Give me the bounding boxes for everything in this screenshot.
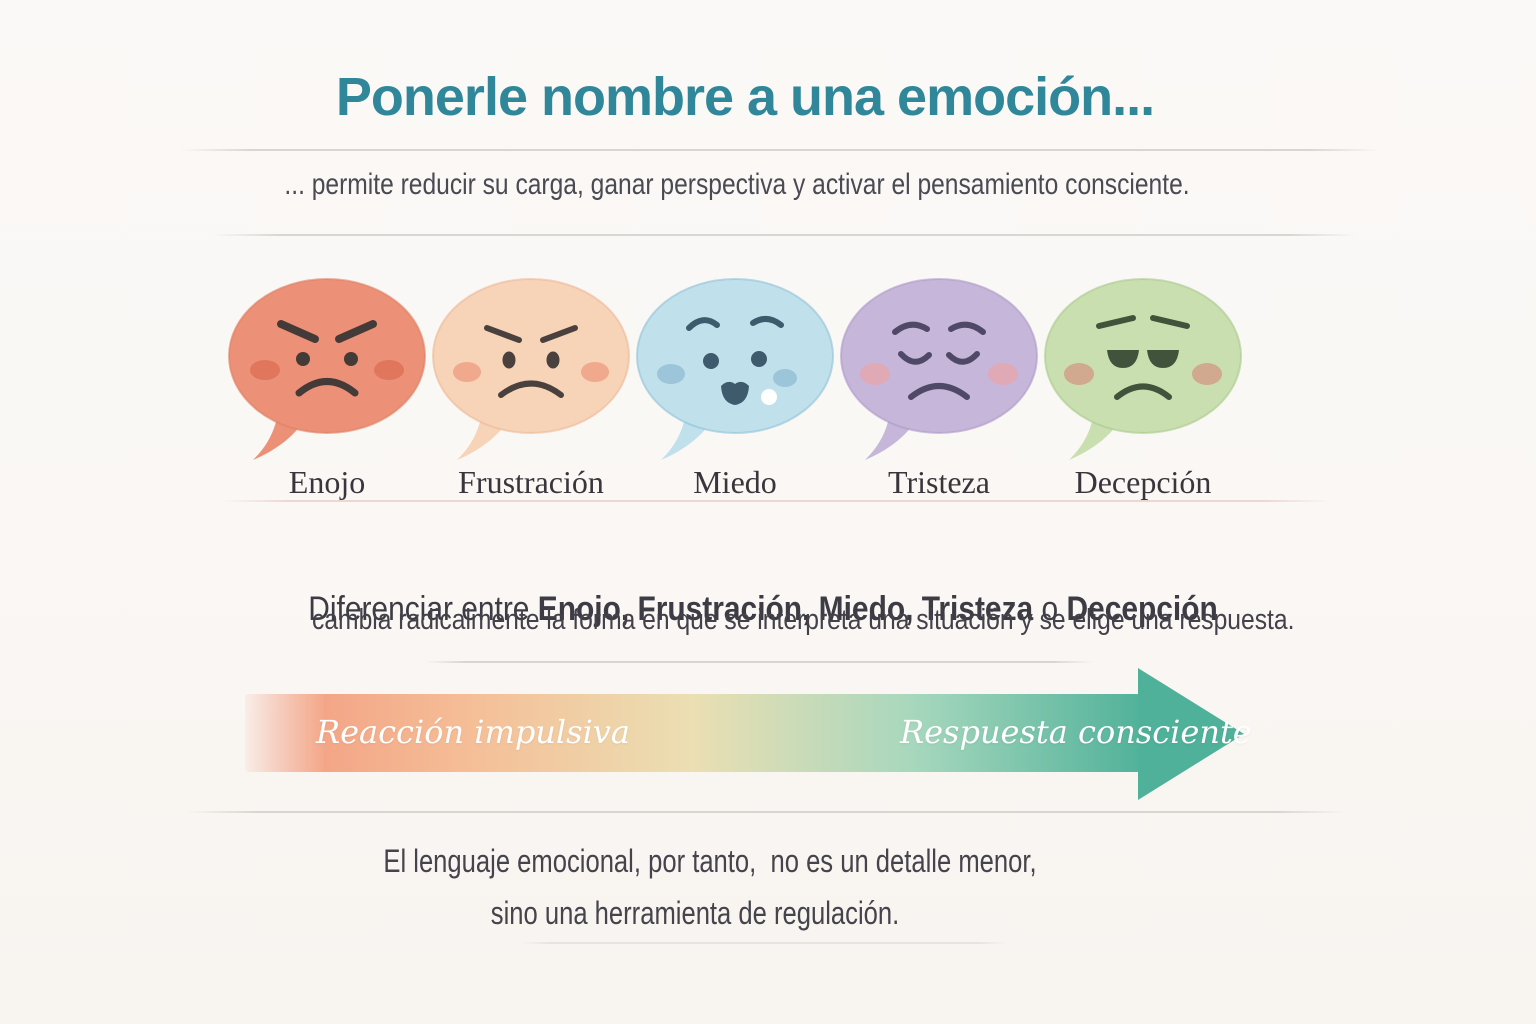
emotion-bubbles-row: Enojo Frustración [225, 276, 1245, 501]
emotion-label-decepcion: Decepción [1074, 464, 1212, 500]
scared-speech-bubble-icon [636, 278, 834, 460]
emotion-label-miedo: Miedo [693, 464, 777, 500]
emotion-label-tristeza: Tristeza [888, 464, 990, 500]
emotion-column-tristeza: Tristeza [837, 276, 1041, 501]
footer-line2: sino una herramienta de regulación. [490, 895, 900, 931]
emotion-column-miedo: Miedo [633, 276, 837, 501]
divider-under-subtitle [212, 234, 1357, 236]
page-title: Ponerle nombre a una emoción... [335, 67, 1155, 127]
frustrated-speech-bubble-icon [432, 278, 630, 460]
divider-under-bubbles [222, 500, 1330, 502]
statement-connector: o [1033, 590, 1067, 628]
emotion-column-enojo: Enojo [225, 276, 429, 501]
emotion-label-frustracion: Frustración [458, 464, 604, 500]
emotion-label-enojo: Enojo [288, 464, 366, 500]
divider-under-arrow [186, 811, 1346, 813]
arrow-label-left: Reacción impulsiva [316, 713, 630, 751]
emotion-column-decepcion: Decepción [1041, 276, 1245, 501]
footer-line1: El lenguaje emocional, por tanto, no es … [383, 843, 1037, 879]
sad-speech-bubble-icon [840, 278, 1038, 460]
arrow-label-right: Respuesta consciente [900, 713, 1252, 751]
disappointed-speech-bubble-icon [1044, 278, 1242, 460]
emotion-column-frustracion: Frustración [429, 276, 633, 501]
arrow-shaft [245, 694, 1140, 772]
statement-prefix: Diferenciar entre [308, 590, 538, 628]
angry-speech-bubble-icon [228, 278, 426, 460]
footer-underline [520, 942, 1008, 944]
divider-under-title [180, 149, 1380, 151]
statement-line2: cambia radicalmente la forma en que se i… [312, 604, 1295, 636]
statement-emotion-list: Enojo, Frustración, Miedo, Tristeza [537, 590, 1034, 628]
statement-emotion-last: Decepción [1066, 590, 1218, 628]
statement-line1: Diferenciar entre Enojo, Frustración, Mi… [275, 551, 1218, 668]
subtitle: ... permite reducir su carga, ganar pers… [284, 168, 1190, 201]
divider-under-statement [425, 661, 1093, 663]
